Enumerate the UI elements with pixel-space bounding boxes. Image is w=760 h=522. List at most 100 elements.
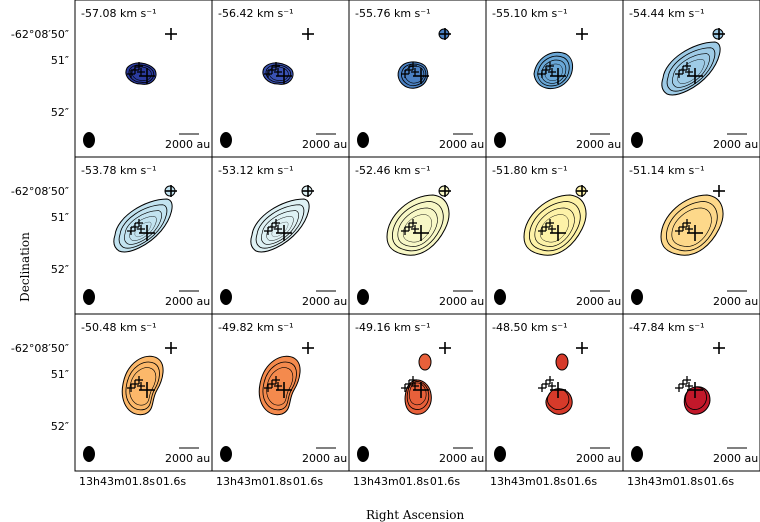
contour-level: [685, 386, 707, 410]
emission-contours: [545, 388, 573, 415]
beam-ellipse: [631, 289, 643, 305]
source-markers: [675, 28, 725, 84]
beam-ellipse: [494, 446, 506, 462]
velocity-label: -49.16 km s⁻¹: [355, 321, 431, 334]
source-markers: [264, 342, 314, 398]
x-tick-label: 01.6s: [430, 475, 460, 488]
channel-panel: 2000 au -57.08 km s⁻¹ -62°08′50″ 51″ 52″: [11, 0, 213, 158]
velocity-label: -47.84 km s⁻¹: [629, 321, 705, 334]
beam-ellipse: [357, 446, 369, 462]
x-tick-label: 01.6s: [156, 475, 186, 488]
scalebar-label: 2000 au: [576, 138, 621, 151]
source-markers: [401, 28, 451, 84]
beam-ellipse: [83, 446, 95, 462]
contour-level: [546, 388, 570, 411]
scalebar-label: 2000 au: [713, 295, 758, 308]
channel-panel: 2000 au -48.50 km s⁻¹ 13h43m01.8s 01.6s: [485, 313, 624, 488]
x-tick-label: 01.6s: [567, 475, 597, 488]
velocity-label: -50.48 km s⁻¹: [81, 321, 157, 334]
velocity-label: -52.46 km s⁻¹: [355, 164, 431, 177]
scalebar-label: 2000 au: [302, 138, 347, 151]
emission-contours: [523, 194, 587, 256]
beam-ellipse: [220, 132, 232, 148]
beam-ellipse: [83, 289, 95, 305]
scalebar-label: 2000 au: [576, 295, 621, 308]
emission-contours: [683, 386, 711, 415]
x-tick-label: 13h43m01.8s: [216, 475, 292, 488]
scalebar-label: 2000 au: [439, 295, 484, 308]
beam-ellipse: [494, 289, 506, 305]
x-tick-label: 01.6s: [704, 475, 734, 488]
velocity-label: -56.42 km s⁻¹: [218, 7, 294, 20]
panel-frame: [348, 313, 487, 472]
scalebar-label: 2000 au: [302, 295, 347, 308]
velocity-label: -48.50 km s⁻¹: [492, 321, 568, 334]
velocity-label: -51.14 km s⁻¹: [629, 164, 705, 177]
velocity-label: -55.10 km s⁻¹: [492, 7, 568, 20]
contour-level: [402, 214, 432, 243]
velocity-label: -53.12 km s⁻¹: [218, 164, 294, 177]
x-tick-label: 13h43m01.8s: [490, 475, 566, 488]
contour-level: [539, 214, 569, 243]
source-markers: [675, 342, 725, 398]
source-markers: [538, 28, 588, 84]
emission-contours: [386, 194, 450, 256]
scalebar-label: 2000 au: [165, 295, 210, 308]
scalebar-label: 2000 au: [165, 452, 210, 465]
y-axis-label: Declination: [17, 232, 32, 302]
y-tick-label: 51″: [51, 368, 69, 381]
source-markers: [401, 342, 451, 398]
emission-contours: [660, 194, 724, 256]
channel-panel: 2000 au -50.48 km s⁻¹ -62°08′50″ 51″ 52″ 13h4…: [11, 313, 213, 488]
velocity-label: -55.76 km s⁻¹: [355, 7, 431, 20]
emission-contours: [404, 379, 432, 415]
beam-ellipse: [631, 446, 643, 462]
x-tick-label: 01.6s: [293, 475, 323, 488]
scalebar-label: 2000 au: [713, 138, 758, 151]
scalebar-label: 2000 au: [165, 138, 210, 151]
channel-panel: 2000 au -53.12 km s⁻¹: [211, 156, 350, 315]
channel-panel: 2000 au -52.46 km s⁻¹: [348, 156, 487, 315]
velocity-label: -53.78 km s⁻¹: [81, 164, 157, 177]
secondary-knot: [555, 353, 569, 371]
y-tick-label: 52″: [51, 263, 69, 276]
beam-ellipse: [357, 132, 369, 148]
source-markers: [538, 342, 588, 398]
y-tick-label: 51″: [51, 211, 69, 224]
source-markers: [675, 185, 725, 241]
source-markers: [127, 185, 177, 241]
emission-contours: [113, 198, 173, 253]
source-markers: [401, 185, 451, 241]
velocity-label: -49.82 km s⁻¹: [218, 321, 294, 334]
source-markers: [264, 28, 314, 84]
scalebar-label: 2000 au: [302, 452, 347, 465]
source-markers: [127, 28, 177, 84]
y-tick-label: 52″: [51, 106, 69, 119]
source-markers: [264, 185, 314, 241]
velocity-label: -57.08 km s⁻¹: [81, 7, 157, 20]
beam-ellipse: [220, 446, 232, 462]
scalebar-label: 2000 au: [576, 452, 621, 465]
beam-ellipse: [494, 132, 506, 148]
channel-panel: 2000 au -51.80 km s⁻¹: [485, 156, 624, 315]
y-tick-label: 52″: [51, 420, 69, 433]
scalebar-label: 2000 au: [713, 452, 758, 465]
y-tick-label: 51″: [51, 54, 69, 67]
x-tick-label: 13h43m01.8s: [353, 475, 429, 488]
channel-panel: 2000 au -49.16 km s⁻¹ 13h43m01.8s 01.6s: [348, 313, 487, 488]
velocity-label: -54.44 km s⁻¹: [629, 7, 705, 20]
x-axis-label: Right Ascension: [366, 508, 465, 522]
contour-level: [671, 207, 712, 247]
channel-panel: 2000 au -49.82 km s⁻¹ 13h43m01.8s 01.6s: [211, 313, 350, 488]
x-tick-label: 13h43m01.8s: [627, 475, 703, 488]
channel-panel: 2000 au -53.78 km s⁻¹ -62°08′50″ 51″ 52″: [11, 156, 213, 315]
source-markers: [538, 185, 588, 241]
secondary-knot: [418, 353, 432, 371]
x-tick-label: 13h43m01.8s: [79, 475, 155, 488]
emission-contours: [661, 41, 721, 96]
scalebar-label: 2000 au: [439, 138, 484, 151]
beam-ellipse: [631, 132, 643, 148]
channel-panel: 2000 au -47.84 km s⁻¹ 13h43m01.8s 01.6s: [622, 313, 760, 488]
source-markers: [127, 342, 177, 398]
